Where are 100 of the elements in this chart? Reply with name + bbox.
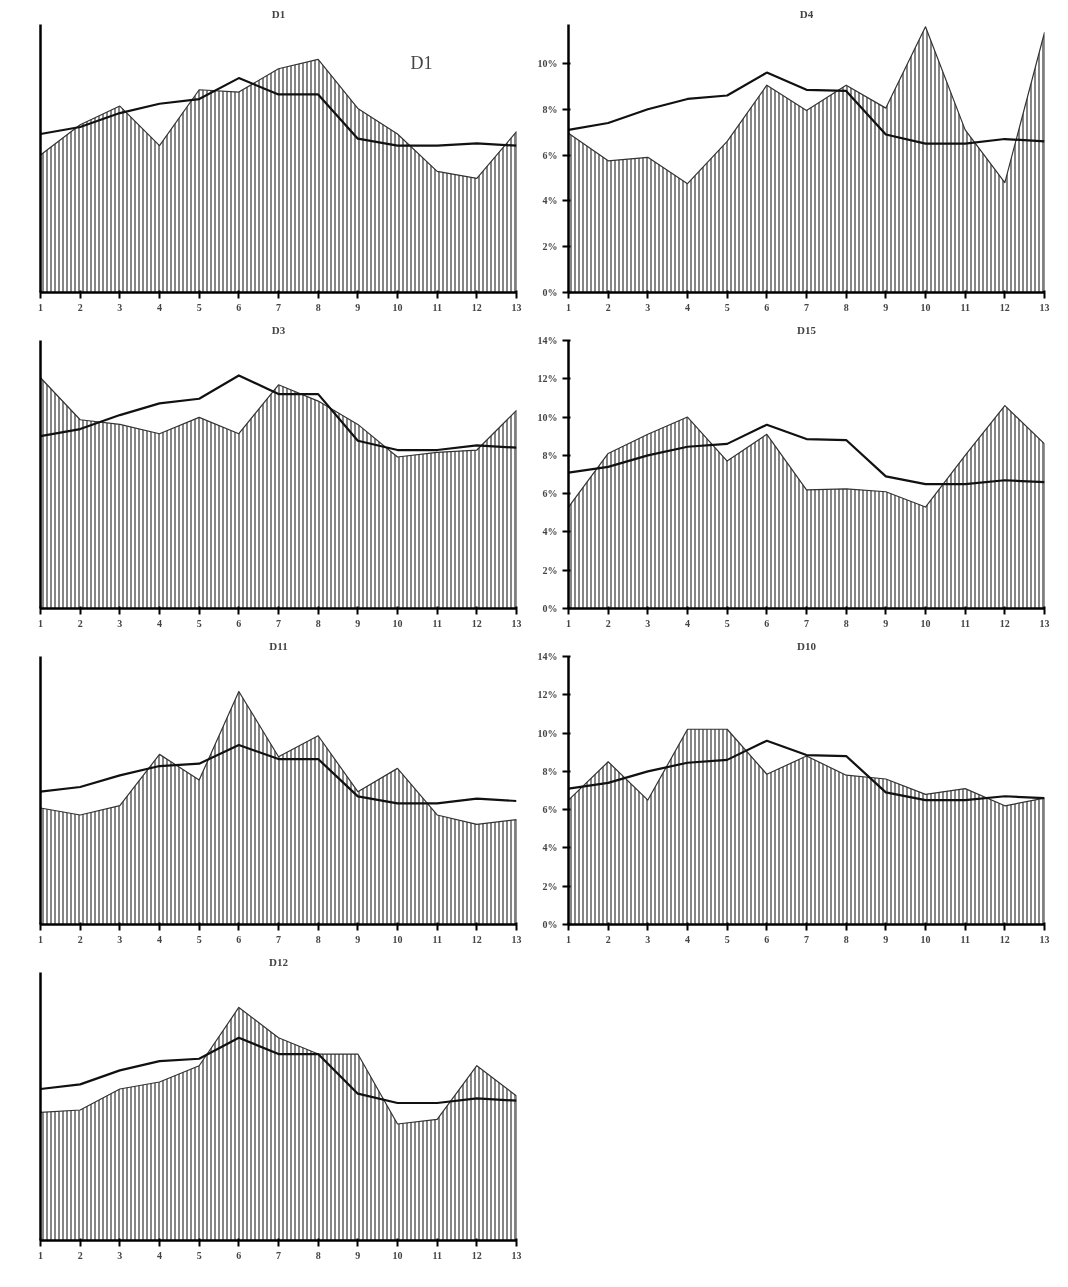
x-tick-label: 6: [236, 301, 242, 313]
x-tick-label: 11: [960, 617, 970, 629]
x-tick-label: 2: [77, 1249, 83, 1261]
y-tick-label: 12%: [537, 689, 558, 701]
x-tick-label: 5: [724, 933, 730, 945]
x-tick-label: 10: [392, 301, 403, 313]
x-tick-label: 5: [196, 617, 202, 629]
x-tick-label: 1: [38, 1249, 43, 1261]
x-tick-label: 3: [117, 301, 123, 313]
x-tick-label: 11: [432, 301, 442, 313]
y-tick-label: 10%: [537, 57, 558, 69]
x-tick-label: 12: [999, 933, 1010, 945]
x-tick-label: 13: [511, 617, 522, 629]
x-tick-label: 3: [645, 301, 651, 313]
y-tick-label: 10%: [537, 411, 558, 423]
y-tick-label: 6%: [542, 488, 558, 500]
x-tick-label: 12: [999, 301, 1010, 313]
x-tick-label: 1: [566, 933, 571, 945]
x-tick-label: 13: [1039, 617, 1050, 629]
x-tick-label: 2: [605, 933, 611, 945]
x-tick-label: 9: [355, 1249, 361, 1261]
y-tick-label: 2%: [542, 880, 558, 892]
x-tick-label: 10: [392, 933, 403, 945]
x-tick-label: 7: [804, 617, 809, 629]
x-tick-label: 9: [355, 301, 361, 313]
x-tick-label: 4: [685, 617, 690, 629]
x-tick-label: 9: [883, 617, 889, 629]
chart-title: D11: [269, 639, 288, 652]
y-tick-label: 4%: [542, 526, 558, 538]
x-tick-label: 5: [724, 617, 730, 629]
x-tick-label: 1: [566, 301, 571, 313]
x-tick-label: 7: [276, 933, 281, 945]
annotation: D1: [410, 52, 433, 73]
y-tick-label: 4%: [542, 842, 558, 854]
x-tick-label: 10: [920, 301, 931, 313]
x-tick-label: 13: [511, 1249, 522, 1261]
x-tick-label: 12: [999, 617, 1010, 629]
y-tick-label: 6%: [542, 804, 558, 816]
x-tick-label: 7: [276, 301, 281, 313]
y-tick-label: 6%: [542, 149, 558, 161]
x-tick-label: 13: [511, 301, 522, 313]
x-tick-label: 9: [355, 933, 361, 945]
x-tick-label: 8: [315, 933, 321, 945]
chart-title: D12: [269, 955, 289, 968]
y-tick-label: 4%: [542, 195, 558, 207]
y-tick-label: 14%: [537, 335, 558, 346]
chart-title: D15: [797, 323, 817, 336]
x-tick-label: 11: [432, 1249, 442, 1261]
x-tick-label: 5: [196, 1249, 202, 1261]
x-tick-label: 8: [843, 617, 849, 629]
chart-title: D4: [799, 7, 814, 20]
x-tick-label: 8: [315, 1249, 321, 1261]
x-tick-label: 12: [471, 617, 482, 629]
x-tick-label: 6: [236, 617, 242, 629]
x-tick-label: 8: [843, 933, 849, 945]
x-tick-label: 9: [883, 301, 889, 313]
x-tick-label: 4: [157, 933, 162, 945]
x-tick-label: 2: [605, 617, 611, 629]
x-tick-label: 4: [157, 301, 162, 313]
x-tick-label: 10: [392, 1249, 403, 1261]
y-tick-label: 2%: [542, 564, 558, 576]
x-tick-label: 2: [77, 933, 83, 945]
y-tick-label: 0%: [542, 287, 558, 298]
x-tick-label: 4: [685, 933, 690, 945]
chart-title: D1: [271, 7, 286, 20]
x-tick-label: 5: [724, 301, 730, 313]
x-tick-label: 3: [117, 617, 123, 629]
x-tick-label: 4: [157, 1249, 162, 1261]
x-tick-label: 9: [355, 617, 361, 629]
x-tick-label: 3: [117, 1249, 123, 1261]
x-tick-label: 6: [764, 617, 770, 629]
x-tick-label: 2: [77, 301, 83, 313]
x-tick-label: 13: [1039, 933, 1050, 945]
x-tick-label: 8: [315, 617, 321, 629]
chart-title: D10: [797, 639, 817, 652]
x-tick-label: 11: [960, 933, 970, 945]
x-tick-label: 13: [511, 933, 522, 945]
x-tick-label: 4: [157, 617, 162, 629]
x-tick-label: 11: [960, 301, 970, 313]
x-tick-label: 11: [432, 933, 442, 945]
x-tick-label: 7: [804, 933, 809, 945]
x-tick-label: 7: [276, 1249, 281, 1261]
x-tick-label: 6: [236, 1249, 242, 1261]
x-tick-label: 12: [471, 933, 482, 945]
y-tick-label: 10%: [537, 727, 558, 739]
x-tick-label: 10: [392, 617, 403, 629]
x-tick-label: 1: [38, 617, 43, 629]
x-tick-label: 1: [38, 301, 43, 313]
y-tick-label: 8%: [542, 449, 558, 461]
x-tick-label: 6: [236, 933, 242, 945]
x-tick-label: 10: [920, 933, 931, 945]
y-tick-label: 0%: [542, 603, 558, 614]
x-tick-label: 12: [471, 1249, 482, 1261]
x-tick-label: 4: [685, 301, 690, 313]
x-tick-label: 6: [764, 301, 770, 313]
x-tick-label: 7: [276, 617, 281, 629]
x-tick-label: 11: [432, 617, 442, 629]
x-tick-label: 7: [804, 301, 809, 313]
x-tick-label: 10: [920, 617, 931, 629]
x-tick-label: 3: [645, 933, 651, 945]
